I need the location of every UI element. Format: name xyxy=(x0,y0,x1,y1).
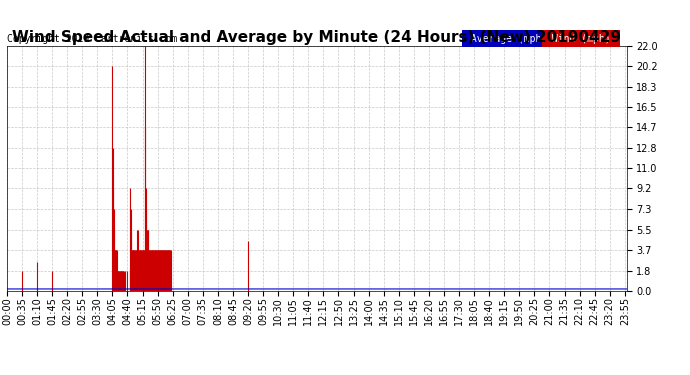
Text: Copyright 2019 Cartronics.com: Copyright 2019 Cartronics.com xyxy=(7,34,177,44)
Title: Wind Speed Actual and Average by Minute (24 Hours) (New) 20190429: Wind Speed Actual and Average by Minute … xyxy=(12,30,621,45)
Text: Wind (mph): Wind (mph) xyxy=(546,34,616,44)
Text: Average (mph): Average (mph) xyxy=(466,34,553,44)
